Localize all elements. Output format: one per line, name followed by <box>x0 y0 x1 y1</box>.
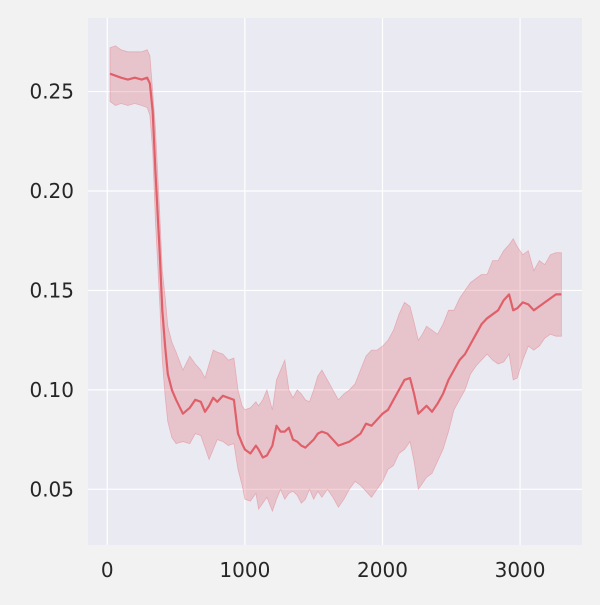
x-tick-labels: 0 1000 2000 3000 <box>101 558 546 582</box>
y-gridlines <box>88 90 582 490</box>
x-gridlines <box>106 18 521 545</box>
x-tick-label: 0 <box>101 558 114 582</box>
y-tick-label: 0.15 <box>29 278 74 302</box>
y-tick-label: 0.05 <box>29 477 74 501</box>
y-tick-label: 0.10 <box>29 378 74 402</box>
x-tick-label: 1000 <box>219 558 270 582</box>
x-tick-label: 2000 <box>357 558 408 582</box>
y-tick-label: 0.25 <box>29 80 74 104</box>
y-tick-label: 0.20 <box>29 179 74 203</box>
plot-area <box>88 18 582 545</box>
y-tick-labels: 0.05 0.10 0.15 0.20 0.25 <box>29 80 74 502</box>
series-line <box>109 72 562 459</box>
x-tick-label: 3000 <box>495 558 546 582</box>
